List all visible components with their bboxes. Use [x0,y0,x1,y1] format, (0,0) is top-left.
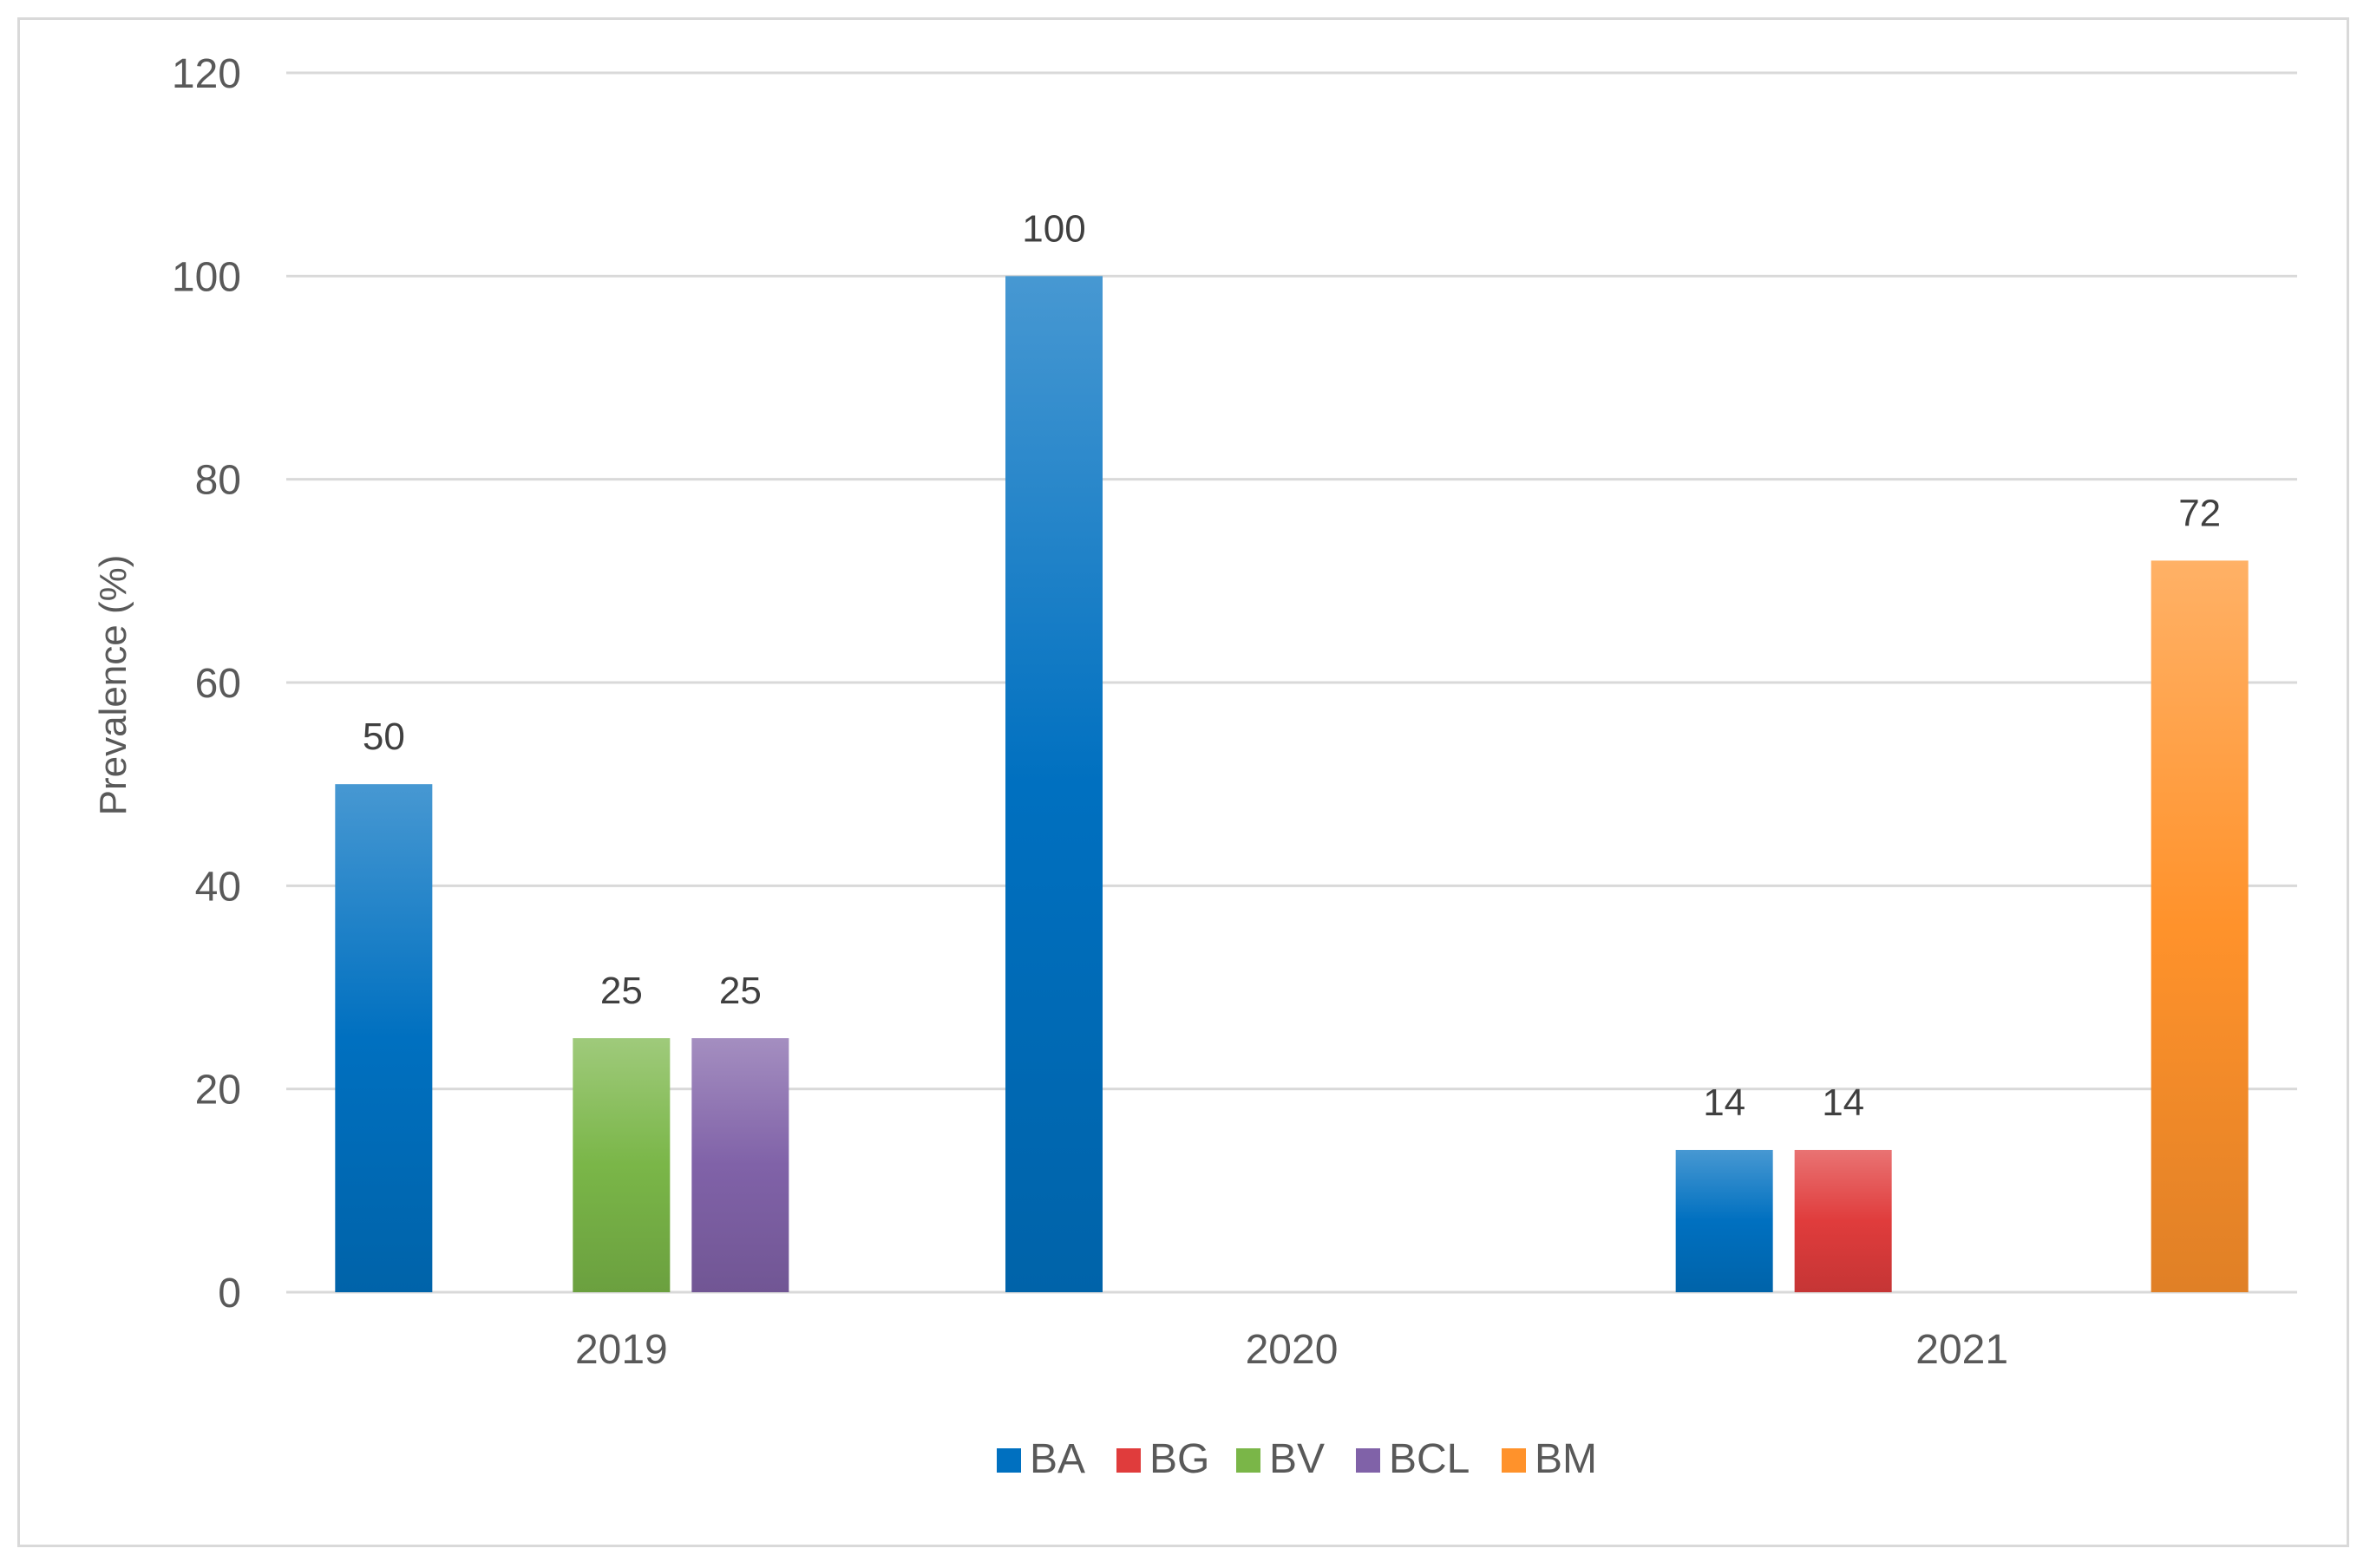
x-tick-label-2020: 2020 [1246,1327,1339,1373]
data-label-bg-2021: 14 [1822,1081,1864,1124]
legend-swatch-bv [1236,1448,1260,1473]
bar-bcl-2019 [691,1038,789,1292]
y-tick-label: 40 [195,864,241,910]
y-tick-label: 0 [218,1271,241,1316]
legend-label-bv: BV [1269,1436,1325,1482]
data-label-bcl-2019: 25 [719,970,762,1012]
legend-label-bg: BG [1149,1436,1209,1482]
legend-item-bg: BG [1116,1436,1209,1482]
data-label-bv-2019: 25 [600,970,643,1012]
y-tick-label: 120 [172,51,241,97]
legend: BA BG BV BCL BM [997,1436,1597,1482]
x-tick-label-2021: 2021 [1915,1327,2008,1373]
x-axis-ticks: 2019 2020 2021 [575,1327,2008,1373]
data-labels: 50 25 25 100 14 14 72 [363,207,2221,1124]
bar-bv-2019 [573,1038,671,1292]
legend-label-bcl: BCL [1389,1436,1470,1482]
x-tick-label-2019: 2019 [575,1327,668,1373]
legend-swatch-bm [1502,1448,1526,1473]
bar-bm-2021 [2151,560,2249,1292]
legend-item-ba: BA [997,1436,1085,1482]
data-label-bm-2021: 72 [2178,492,2221,534]
y-tick-label: 20 [195,1068,241,1114]
y-tick-label: 60 [195,661,241,707]
y-tick-label: 100 [172,254,241,300]
y-axis-title: Prevalence (%) [92,555,134,816]
legend-item-bv: BV [1236,1436,1325,1482]
data-label-ba-2021: 14 [1703,1081,1745,1124]
data-label-ba-2020: 100 [1022,207,1085,250]
legend-label-ba: BA [1030,1436,1085,1482]
bars [335,276,2249,1292]
bar-bg-2021 [1794,1149,1892,1292]
legend-swatch-bg [1116,1448,1141,1473]
legend-swatch-ba [997,1448,1021,1473]
legend-item-bm: BM [1502,1436,1597,1482]
legend-label-bm: BM [1535,1436,1597,1482]
y-axis-ticks: 0 20 40 60 80 100 120 [172,51,241,1316]
legend-item-bcl: BCL [1356,1436,1470,1482]
bar-ba-2021 [1675,1149,1773,1292]
bar-ba-2020 [1005,276,1103,1292]
legend-swatch-bcl [1356,1448,1380,1473]
bar-ba-2019 [335,784,433,1292]
y-tick-label: 80 [195,458,241,504]
data-label-ba-2019: 50 [363,715,405,758]
